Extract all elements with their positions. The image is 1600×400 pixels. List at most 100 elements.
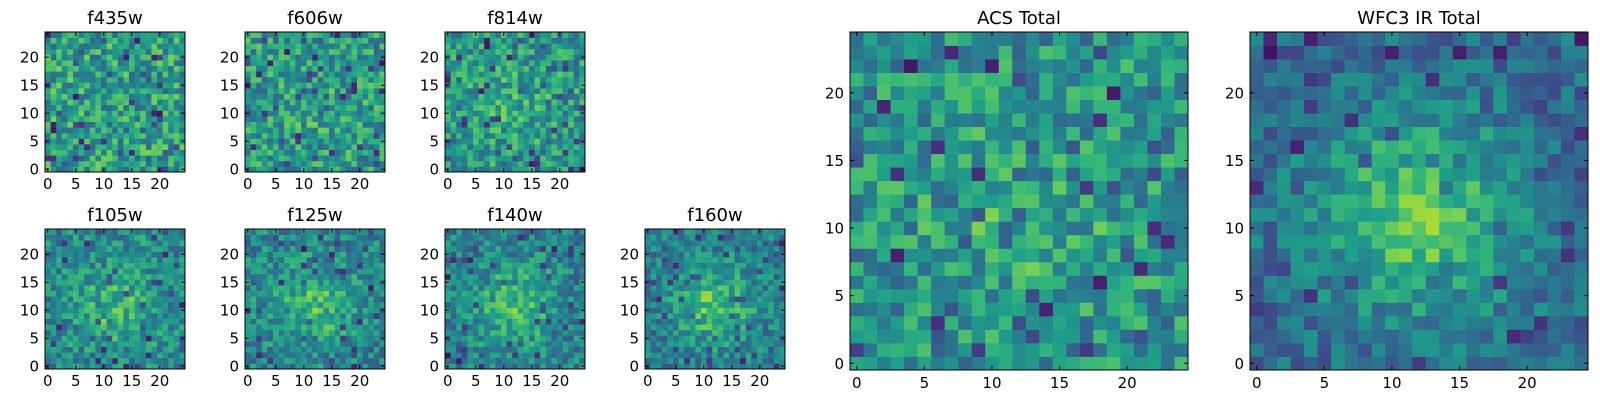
heatmap-cell bbox=[501, 71, 507, 78]
heatmap-cell bbox=[534, 335, 541, 342]
heatmap-cell bbox=[723, 234, 730, 241]
heatmap-cell bbox=[106, 229, 113, 235]
heatmap-cell bbox=[768, 240, 775, 247]
heatmap-cell bbox=[112, 71, 119, 78]
heatmap-cell bbox=[317, 138, 324, 145]
heatmap-cell bbox=[523, 313, 530, 319]
heatmap-cell bbox=[67, 324, 74, 331]
heatmap-cell bbox=[1093, 356, 1108, 371]
heatmap-cell bbox=[917, 356, 932, 371]
heatmap-cell bbox=[540, 54, 547, 61]
heatmap-cell bbox=[1079, 261, 1094, 276]
heatmap-cell bbox=[740, 245, 747, 252]
heatmap-cell bbox=[301, 335, 307, 342]
heatmap-cell bbox=[373, 93, 380, 100]
heatmap-cell bbox=[45, 155, 51, 162]
heatmap-cell bbox=[473, 116, 479, 122]
heatmap-cell bbox=[345, 104, 352, 111]
heatmap-cell bbox=[168, 352, 175, 359]
heatmap-cell bbox=[667, 229, 674, 235]
heatmap-cell bbox=[1079, 248, 1094, 263]
heatmap-cell bbox=[112, 240, 119, 247]
heatmap-cell bbox=[295, 363, 302, 370]
heatmap-cell bbox=[545, 273, 552, 280]
heatmap-cell bbox=[317, 335, 324, 342]
heatmap-cell bbox=[56, 257, 63, 263]
heatmap-cell bbox=[50, 296, 57, 303]
heatmap-cell bbox=[489, 335, 496, 342]
heatmap-cell bbox=[534, 234, 541, 241]
heatmap-cell bbox=[745, 245, 752, 252]
heatmap-cell bbox=[751, 301, 758, 308]
heatmap-cell bbox=[334, 32, 341, 38]
heatmap-cell bbox=[1039, 315, 1054, 330]
heatmap-cell bbox=[73, 313, 79, 319]
heatmap-cell bbox=[534, 279, 541, 286]
heatmap-cell bbox=[1025, 207, 1040, 222]
heatmap-cell bbox=[373, 307, 380, 314]
heatmap-cell bbox=[140, 127, 147, 134]
heatmap-cell bbox=[284, 149, 291, 156]
heatmap-cell bbox=[289, 48, 296, 55]
heatmap-cell bbox=[562, 285, 569, 291]
heatmap-cell bbox=[312, 262, 319, 269]
heatmap-cell bbox=[312, 279, 319, 286]
heatmap-cell bbox=[289, 273, 296, 280]
heatmap-cell bbox=[106, 341, 113, 347]
heatmap-cell bbox=[278, 121, 285, 128]
heatmap-cell bbox=[850, 315, 864, 330]
heatmap-cell bbox=[129, 132, 135, 139]
heatmap-cell bbox=[362, 273, 369, 280]
heatmap-cell bbox=[179, 301, 186, 308]
heatmap-cell bbox=[478, 93, 485, 100]
heatmap-cell bbox=[250, 352, 257, 359]
heatmap-cell bbox=[162, 32, 169, 38]
heatmap-cell bbox=[89, 37, 96, 44]
heatmap-cell bbox=[351, 296, 358, 303]
heatmap-cell bbox=[345, 363, 352, 370]
heatmap-cell bbox=[517, 43, 524, 50]
heatmap-cell bbox=[450, 104, 457, 111]
heatmap-cell bbox=[61, 357, 68, 364]
heatmap-cell bbox=[551, 357, 558, 364]
heatmap-cell bbox=[762, 307, 769, 314]
heatmap-cell bbox=[129, 116, 135, 122]
heatmap-cell bbox=[157, 279, 163, 286]
heatmap-cell bbox=[1066, 356, 1081, 371]
heatmap-cell bbox=[684, 257, 691, 263]
heatmap-cell bbox=[73, 82, 79, 89]
heatmap-cell bbox=[50, 307, 57, 314]
heatmap-cell bbox=[863, 342, 878, 357]
heatmap-cell bbox=[562, 88, 569, 94]
heatmap-cell bbox=[678, 229, 685, 235]
heatmap-cell bbox=[61, 245, 68, 252]
heatmap-cell bbox=[50, 65, 57, 72]
heatmap-cell bbox=[1133, 275, 1148, 290]
heatmap-cell bbox=[317, 99, 324, 106]
heatmap-cell bbox=[157, 82, 163, 89]
heatmap-cell bbox=[850, 153, 864, 168]
heatmap-cell bbox=[1039, 275, 1054, 290]
heatmap-cell bbox=[284, 132, 291, 139]
heatmap-cell bbox=[645, 257, 651, 263]
heatmap-cell bbox=[368, 357, 375, 364]
heatmap-cell bbox=[734, 285, 741, 291]
heatmap-cell bbox=[168, 268, 175, 275]
heatmap-cell bbox=[517, 110, 524, 117]
heatmap-cell bbox=[84, 99, 91, 106]
heatmap-cell bbox=[484, 307, 491, 314]
heatmap-cell bbox=[489, 324, 496, 331]
heatmap-cell bbox=[495, 54, 502, 61]
heatmap-cell bbox=[529, 357, 535, 364]
heatmap-cell bbox=[379, 71, 386, 78]
heatmap-cell bbox=[267, 285, 274, 291]
heatmap-cell bbox=[278, 149, 285, 156]
heatmap-cell bbox=[729, 240, 735, 247]
heatmap-cell bbox=[362, 301, 369, 308]
heatmap-cell bbox=[723, 346, 730, 353]
heatmap-cell bbox=[734, 357, 741, 364]
heatmap-cell bbox=[473, 138, 479, 145]
heatmap-cell bbox=[89, 155, 96, 162]
heatmap-cell bbox=[289, 318, 296, 325]
heatmap-cell bbox=[1106, 288, 1121, 303]
